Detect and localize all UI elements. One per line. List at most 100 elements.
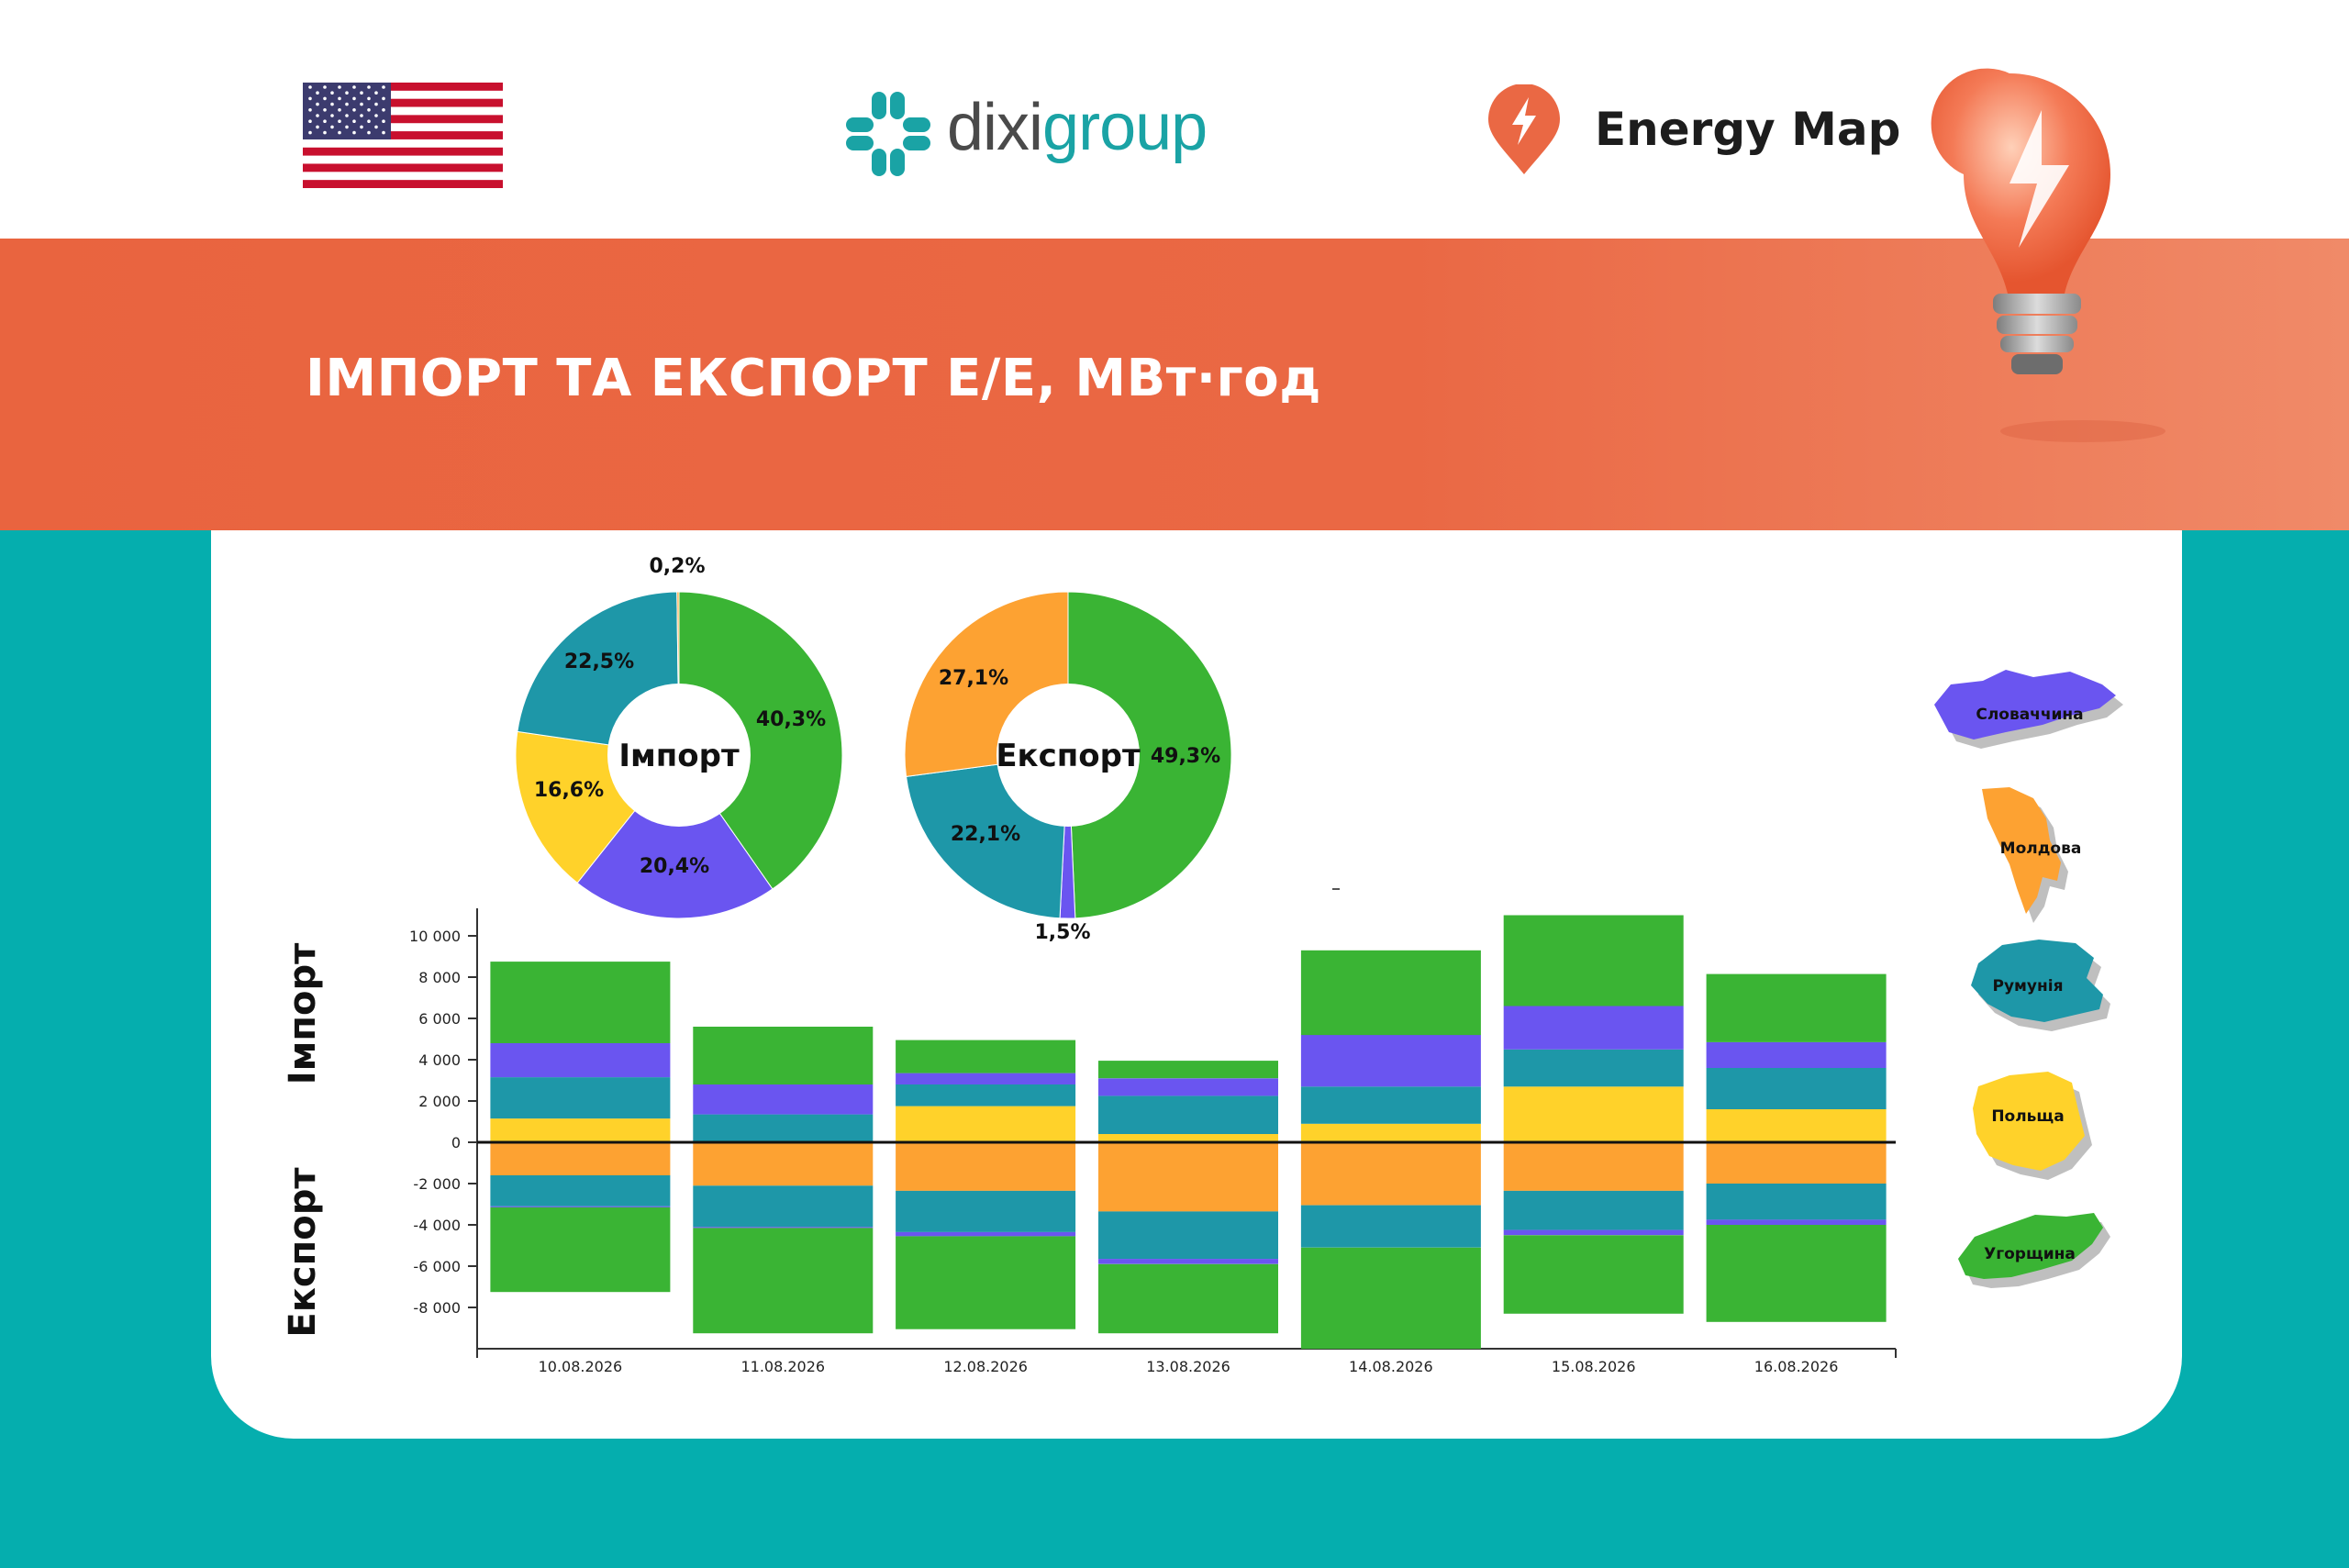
bar-import-hungary[interactable]: [693, 1027, 874, 1084]
bar-import-slovakia[interactable]: [1098, 1078, 1278, 1096]
bar-import-poland[interactable]: [896, 1106, 1076, 1142]
pie-data-label: 49,3%: [1151, 745, 1220, 768]
bar-export-moldova[interactable]: [1706, 1142, 1887, 1184]
bar-import-poland[interactable]: [1300, 1123, 1481, 1143]
legend-label: Польща: [1991, 1107, 2064, 1126]
legend-item-poland[interactable]: [1973, 1072, 2092, 1180]
energy-map-title[interactable]: Energy Map: [1595, 103, 1901, 156]
bar-export-moldova[interactable]: [693, 1142, 874, 1186]
bar-import-slovakia[interactable]: [1503, 1006, 1684, 1050]
y-label-import: Імпорт: [282, 942, 324, 1084]
legend-item-hungary[interactable]: [1958, 1213, 2110, 1288]
bar-export-hungary[interactable]: [1503, 1235, 1684, 1314]
x-tick-label: 14.08.2026: [1349, 1358, 1433, 1375]
lightning-pin-icon: [1488, 84, 1560, 174]
bar-export-moldova[interactable]: [1300, 1142, 1481, 1206]
bar-import-romania[interactable]: [1503, 1049, 1684, 1087]
bar-import-romania[interactable]: [896, 1084, 1076, 1106]
bar-export-moldova[interactable]: [1503, 1142, 1684, 1191]
bar-export-slovakia[interactable]: [693, 1227, 874, 1229]
pie-data-label: 40,3%: [756, 708, 826, 731]
bar-export-moldova[interactable]: [896, 1142, 1076, 1191]
x-tick-label: 12.08.2026: [943, 1358, 1028, 1375]
x-tick-label: 15.08.2026: [1552, 1358, 1636, 1375]
y-tick-label: 6 000: [418, 1010, 461, 1028]
bar-export-hungary[interactable]: [693, 1228, 874, 1334]
bar-export-romania[interactable]: [1706, 1184, 1887, 1220]
bar-export-slovakia[interactable]: [1706, 1219, 1887, 1225]
bar-import-hungary[interactable]: [490, 962, 671, 1043]
pie-slice-hungary[interactable]: [678, 591, 843, 890]
page-title: ІМПОРТ ТА ЕКСПОРТ Е/Е, МВт·год: [306, 349, 1321, 408]
bar-import-hungary[interactable]: [896, 1040, 1076, 1073]
bar-export-moldova[interactable]: [490, 1142, 671, 1175]
x-tick-label: 10.08.2026: [539, 1358, 623, 1375]
legend-item-slovakia[interactable]: [1934, 670, 2123, 749]
legend-item-moldova[interactable]: [1982, 787, 2068, 923]
y-tick-label: 2 000: [418, 1093, 461, 1110]
legend-item-romania[interactable]: [1971, 940, 2110, 1031]
bar-import-poland[interactable]: [1503, 1086, 1684, 1143]
legend-label: Угорщина: [1984, 1245, 2076, 1263]
bar-export-romania[interactable]: [490, 1175, 671, 1207]
legend-label: Словаччина: [1976, 706, 2083, 724]
bar-export-romania[interactable]: [1098, 1211, 1278, 1260]
bar-import-romania[interactable]: [1300, 1086, 1481, 1124]
brand-wordmark[interactable]: dixigroup: [947, 90, 1208, 165]
bar-export-hungary[interactable]: [1300, 1247, 1481, 1350]
bar-export-hungary[interactable]: [1706, 1225, 1887, 1322]
us-flag-icon[interactable]: [303, 83, 503, 188]
pie-slice-slovakia[interactable]: [576, 754, 774, 919]
bar-export-romania[interactable]: [896, 1190, 1076, 1232]
bar-export-hungary[interactable]: [896, 1236, 1076, 1329]
bar-import-poland[interactable]: [490, 1118, 671, 1142]
x-tick-label: 13.08.2026: [1146, 1358, 1230, 1375]
bar-export-romania[interactable]: [1503, 1190, 1684, 1230]
dixigroup-cross-icon: [846, 92, 930, 176]
light-bulb-icon: [1931, 68, 2165, 442]
bar-import-hungary[interactable]: [1300, 950, 1481, 1036]
bar-import-romania[interactable]: [490, 1077, 671, 1119]
x-tick-label: 11.08.2026: [740, 1358, 825, 1375]
bar-import-romania[interactable]: [1098, 1095, 1278, 1134]
y-tick-label: -8 000: [413, 1299, 461, 1317]
y-label-export: Експорт: [282, 1167, 324, 1338]
bar-import-slovakia[interactable]: [896, 1073, 1076, 1084]
legend-map-shape: [1973, 1072, 2085, 1171]
banner: [0, 239, 2349, 530]
bar-export-slovakia[interactable]: [1098, 1259, 1278, 1264]
bar-import-poland[interactable]: [1098, 1134, 1278, 1142]
bar-import-hungary[interactable]: [1706, 973, 1887, 1042]
bar-export-slovakia[interactable]: [1503, 1229, 1684, 1236]
pie-data-label: 1,5%: [1034, 921, 1090, 944]
bar-import-slovakia[interactable]: [490, 1043, 671, 1078]
legend-label: Румунія: [1992, 977, 2063, 995]
legend-map-shape: [1934, 670, 2116, 740]
pie-data-label: 22,5%: [564, 651, 634, 673]
bar-import-slovakia[interactable]: [1706, 1041, 1887, 1068]
bar-import-slovakia[interactable]: [1300, 1035, 1481, 1087]
legend-label: Молдова: [2000, 840, 2082, 858]
bar-import-romania[interactable]: [1706, 1068, 1887, 1109]
bar-import-hungary[interactable]: [1503, 915, 1684, 1006]
bar-import-poland[interactable]: [1706, 1109, 1887, 1142]
bar-import-slovakia[interactable]: [693, 1084, 874, 1115]
y-tick-label: -6 000: [413, 1258, 461, 1275]
bar-import-romania[interactable]: [693, 1114, 874, 1142]
pie-data-label: 27,1%: [939, 667, 1008, 690]
donut-hole: [996, 684, 1140, 827]
bar-export-hungary[interactable]: [1098, 1263, 1278, 1334]
bar-import-hungary[interactable]: [1098, 1061, 1278, 1079]
legend-map-shape: [1982, 787, 2061, 914]
pie-data-label: 20,4%: [640, 855, 709, 878]
pie-data-label: 22,1%: [951, 823, 1020, 846]
bar-export-slovakia[interactable]: [896, 1231, 1076, 1237]
bar-export-romania[interactable]: [693, 1185, 874, 1228]
bar-export-hungary[interactable]: [490, 1207, 671, 1293]
bar-export-moldova[interactable]: [1098, 1142, 1278, 1212]
pie-slice-hungary[interactable]: [1067, 591, 1232, 919]
donut-center-label: Імпорт: [618, 738, 740, 774]
bar-export-romania[interactable]: [1300, 1205, 1481, 1248]
donut-hole: [607, 684, 751, 827]
